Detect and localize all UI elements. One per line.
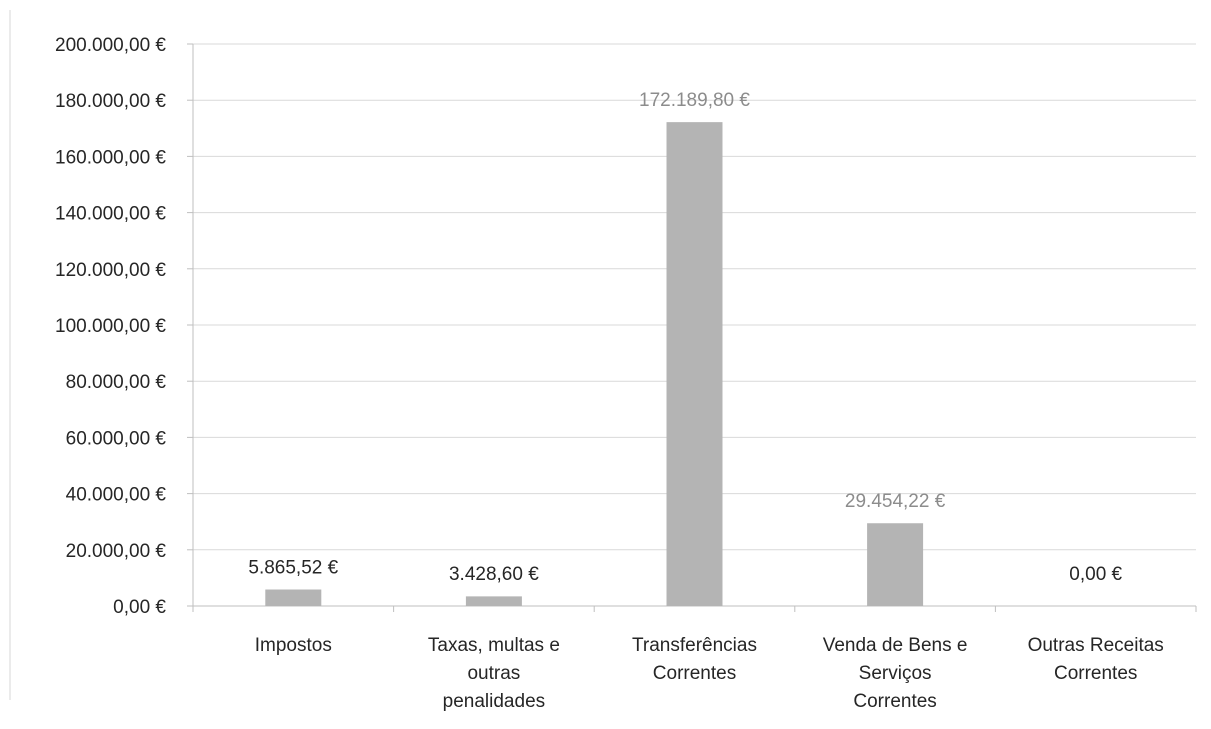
x-axis-category-label: Impostos bbox=[255, 635, 332, 656]
x-axis-category-label: Transferências bbox=[632, 635, 757, 656]
y-axis-tick-label: 0,00 € bbox=[113, 597, 166, 618]
y-axis-tick-label: 140.000,00 € bbox=[55, 204, 166, 225]
data-label: 3.428,60 € bbox=[449, 564, 539, 585]
data-label: 5.865,52 € bbox=[248, 558, 338, 579]
x-axis-category-label: Taxas, multas e bbox=[428, 635, 560, 656]
y-axis-tick-label: 180.000,00 € bbox=[55, 91, 166, 112]
data-label: 172.189,80 € bbox=[639, 90, 750, 111]
x-axis-category-label: Serviços bbox=[859, 663, 932, 684]
bar bbox=[867, 523, 924, 606]
y-axis-tick-label: 120.000,00 € bbox=[55, 260, 166, 281]
y-axis-tick-label: 100.000,00 € bbox=[55, 316, 166, 337]
y-axis-tick-label: 80.000,00 € bbox=[66, 372, 167, 393]
bar bbox=[465, 596, 522, 606]
bar bbox=[666, 122, 723, 606]
x-axis-category-label: outras bbox=[467, 663, 520, 684]
y-axis-tick-label: 20.000,00 € bbox=[66, 541, 167, 562]
data-label: 0,00 € bbox=[1069, 564, 1122, 585]
data-label: 29.454,22 € bbox=[845, 491, 946, 512]
y-axis-tick-label: 200.000,00 € bbox=[55, 35, 166, 56]
bar bbox=[265, 589, 322, 606]
x-axis-category-label: Correntes bbox=[1054, 663, 1137, 684]
x-axis-category-label: Correntes bbox=[653, 663, 736, 684]
y-axis-tick-label: 160.000,00 € bbox=[55, 147, 166, 168]
page-edge-line bbox=[9, 10, 11, 700]
x-axis-category-label: Outras Receitas bbox=[1028, 635, 1164, 656]
y-axis-tick-label: 60.000,00 € bbox=[66, 428, 167, 449]
x-axis-category-label: Venda de Bens e bbox=[823, 635, 968, 656]
x-axis-category-label: Correntes bbox=[853, 691, 936, 712]
y-axis-tick-label: 40.000,00 € bbox=[66, 485, 167, 506]
x-axis-category-label: penalidades bbox=[443, 691, 545, 712]
